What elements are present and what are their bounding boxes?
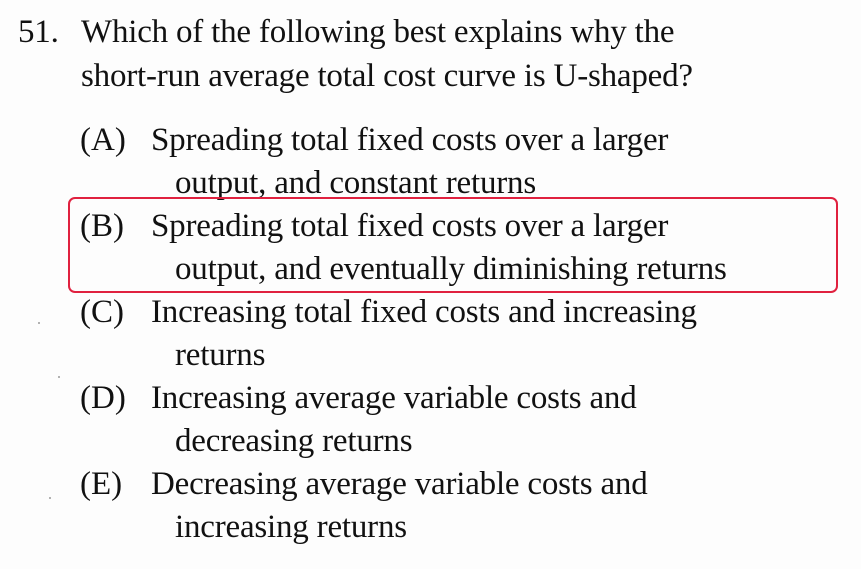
option-a-line-2: output, and constant returns bbox=[175, 165, 536, 201]
scan-speck bbox=[38, 322, 40, 324]
option-a-letter: (A) bbox=[80, 122, 126, 158]
option-b-line-2: output, and eventually diminishing retur… bbox=[175, 251, 727, 287]
option-b-letter: (B) bbox=[80, 208, 124, 244]
scan-speck bbox=[58, 376, 60, 378]
option-d-line-2: decreasing returns bbox=[175, 423, 413, 459]
option-e-line-2: increasing returns bbox=[175, 509, 407, 545]
option-c-letter: (C) bbox=[80, 294, 124, 330]
answer-highlight-box bbox=[68, 197, 838, 293]
option-e-line-1: Decreasing average variable costs and bbox=[151, 466, 648, 502]
question-text-line-2: short-run average total cost curve is U-… bbox=[81, 58, 693, 94]
option-d-line-1: Increasing average variable costs and bbox=[151, 380, 637, 416]
scan-speck bbox=[49, 497, 51, 499]
option-b-line-1: Spreading total fixed costs over a large… bbox=[151, 208, 669, 244]
question-text-line-1: Which of the following best explains why… bbox=[81, 14, 675, 50]
option-a-line-1: Spreading total fixed costs over a large… bbox=[151, 122, 669, 158]
option-c-line-1: Increasing total fixed costs and increas… bbox=[151, 294, 697, 330]
option-e-letter: (E) bbox=[80, 466, 123, 502]
option-d-letter: (D) bbox=[80, 380, 126, 416]
question-number: 51. bbox=[18, 14, 59, 50]
option-c-line-2: returns bbox=[175, 337, 266, 373]
